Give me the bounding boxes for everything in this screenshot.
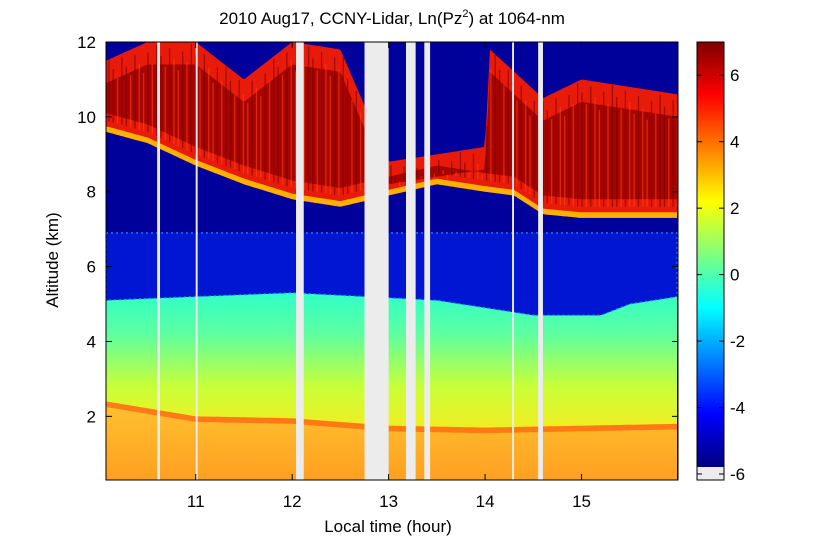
y-tick-label: 10 <box>77 108 96 127</box>
colorbar-tick-label: 0 <box>730 266 739 285</box>
missing-data-gap <box>512 42 515 480</box>
colorbar-tick-label: -2 <box>730 332 745 351</box>
colorbar-tick-label: 2 <box>730 199 739 218</box>
colorbar-tick-label: -6 <box>730 465 745 484</box>
x-tick-label: 11 <box>187 492 205 511</box>
missing-data-gap <box>195 42 198 480</box>
y-tick-label: 8 <box>87 183 96 202</box>
chart-title: 2010 Aug17, CCNY-Lidar, Ln(Pz2) at 1064-… <box>219 8 565 28</box>
x-tick-label: 14 <box>476 492 495 511</box>
x-tick-label: 12 <box>283 492 302 511</box>
y-tick-label: 2 <box>87 407 96 426</box>
missing-data-gap <box>296 42 304 480</box>
x-tick-label: 15 <box>572 492 591 511</box>
colorbar-missing-swatch <box>697 467 724 480</box>
y-axis: 2 4 6 8 10 12 <box>77 33 678 426</box>
missing-data-gap <box>364 42 389 480</box>
plot-area <box>106 42 678 480</box>
missing-data-gap <box>405 42 416 480</box>
missing-data-gap <box>424 42 431 480</box>
x-axis-label: Local time (hour) <box>324 517 452 536</box>
colorbar-tick-label: -4 <box>730 399 745 418</box>
missing-data-gap <box>157 42 161 480</box>
colorbar-tick-label: 6 <box>730 66 739 85</box>
y-axis-label: Altitude (km) <box>43 212 62 307</box>
low-signal-band <box>106 232 677 316</box>
x-axis: 11 12 13 14 15 <box>187 42 591 511</box>
plot-frame <box>105 41 679 481</box>
colorbar-tick-label: 4 <box>730 133 739 152</box>
colorbar-frame <box>696 41 725 481</box>
y-tick-label: 12 <box>77 33 96 52</box>
y-tick-label: 6 <box>87 258 96 277</box>
colorbar: -6 -4 -2 0 2 4 6 <box>696 41 745 484</box>
missing-data-gap <box>538 42 543 480</box>
y-tick-label: 4 <box>87 332 96 351</box>
boundary-layer-top <box>106 401 677 434</box>
colorbar-gradient <box>697 42 724 467</box>
cloud-base-edge <box>106 126 677 218</box>
x-tick-label: 13 <box>379 492 398 511</box>
